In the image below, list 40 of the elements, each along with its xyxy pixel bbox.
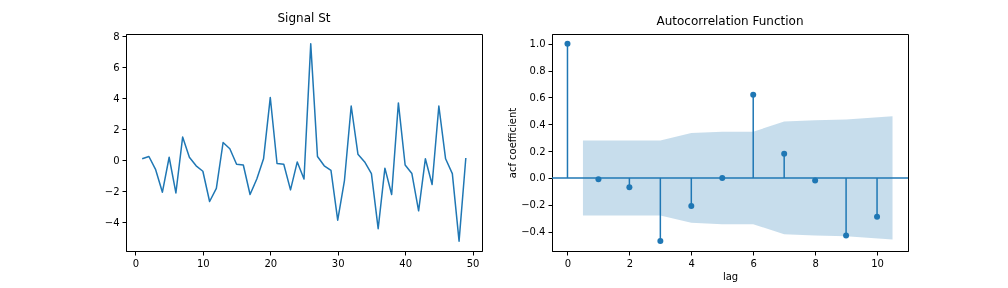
x-tick-label: 0 <box>132 257 140 269</box>
point <box>781 150 788 157</box>
y-tick-label: 6 <box>113 61 120 73</box>
point <box>657 237 664 244</box>
x-tick-label: 30 <box>331 257 345 269</box>
chart-title: Autocorrelation Function <box>656 14 804 28</box>
y-tick-label: 4 <box>113 92 120 104</box>
point <box>750 91 757 98</box>
y-tick-label: 1.0 <box>529 38 546 50</box>
point <box>626 184 633 191</box>
point <box>843 232 850 239</box>
x-tick-label: 4 <box>688 257 695 269</box>
x-tick-label: 40 <box>399 257 412 269</box>
point <box>688 203 695 210</box>
y-tick-label: 0.8 <box>529 65 546 77</box>
x-tick-label: 2 <box>626 257 634 269</box>
y-tick-label: 0.2 <box>529 145 546 157</box>
x-tick-label: 50 <box>466 257 480 269</box>
y-tick-label: 8 <box>113 30 120 42</box>
y-tick-label: 0.6 <box>529 91 546 103</box>
chart-title: Signal St <box>277 11 331 26</box>
x-tick-label: 10 <box>197 257 210 269</box>
y-tick-label: 0.4 <box>529 118 546 130</box>
point <box>874 213 881 220</box>
y-tick-label: −0.2 <box>521 199 546 211</box>
x-tick-label: 20 <box>264 257 278 269</box>
y-tick-label: 2 <box>113 123 120 135</box>
y-tick-label: −2 <box>104 185 120 197</box>
y-axis-title: acf coefficient <box>507 107 519 179</box>
line-series <box>141 43 467 242</box>
y-tick-label: −4 <box>104 217 120 228</box>
x-tick-label: 0 <box>564 257 572 269</box>
x-tick-label: 8 <box>812 257 819 269</box>
y-tick-label: 0.0 <box>529 172 546 184</box>
x-tick-label: 10 <box>871 257 884 269</box>
y-tick-label: −0.4 <box>521 226 546 238</box>
y-tick-label: 0 <box>113 154 120 166</box>
x-axis-title: lag <box>722 270 739 282</box>
point <box>564 40 571 47</box>
x-tick-label: 6 <box>750 257 757 269</box>
